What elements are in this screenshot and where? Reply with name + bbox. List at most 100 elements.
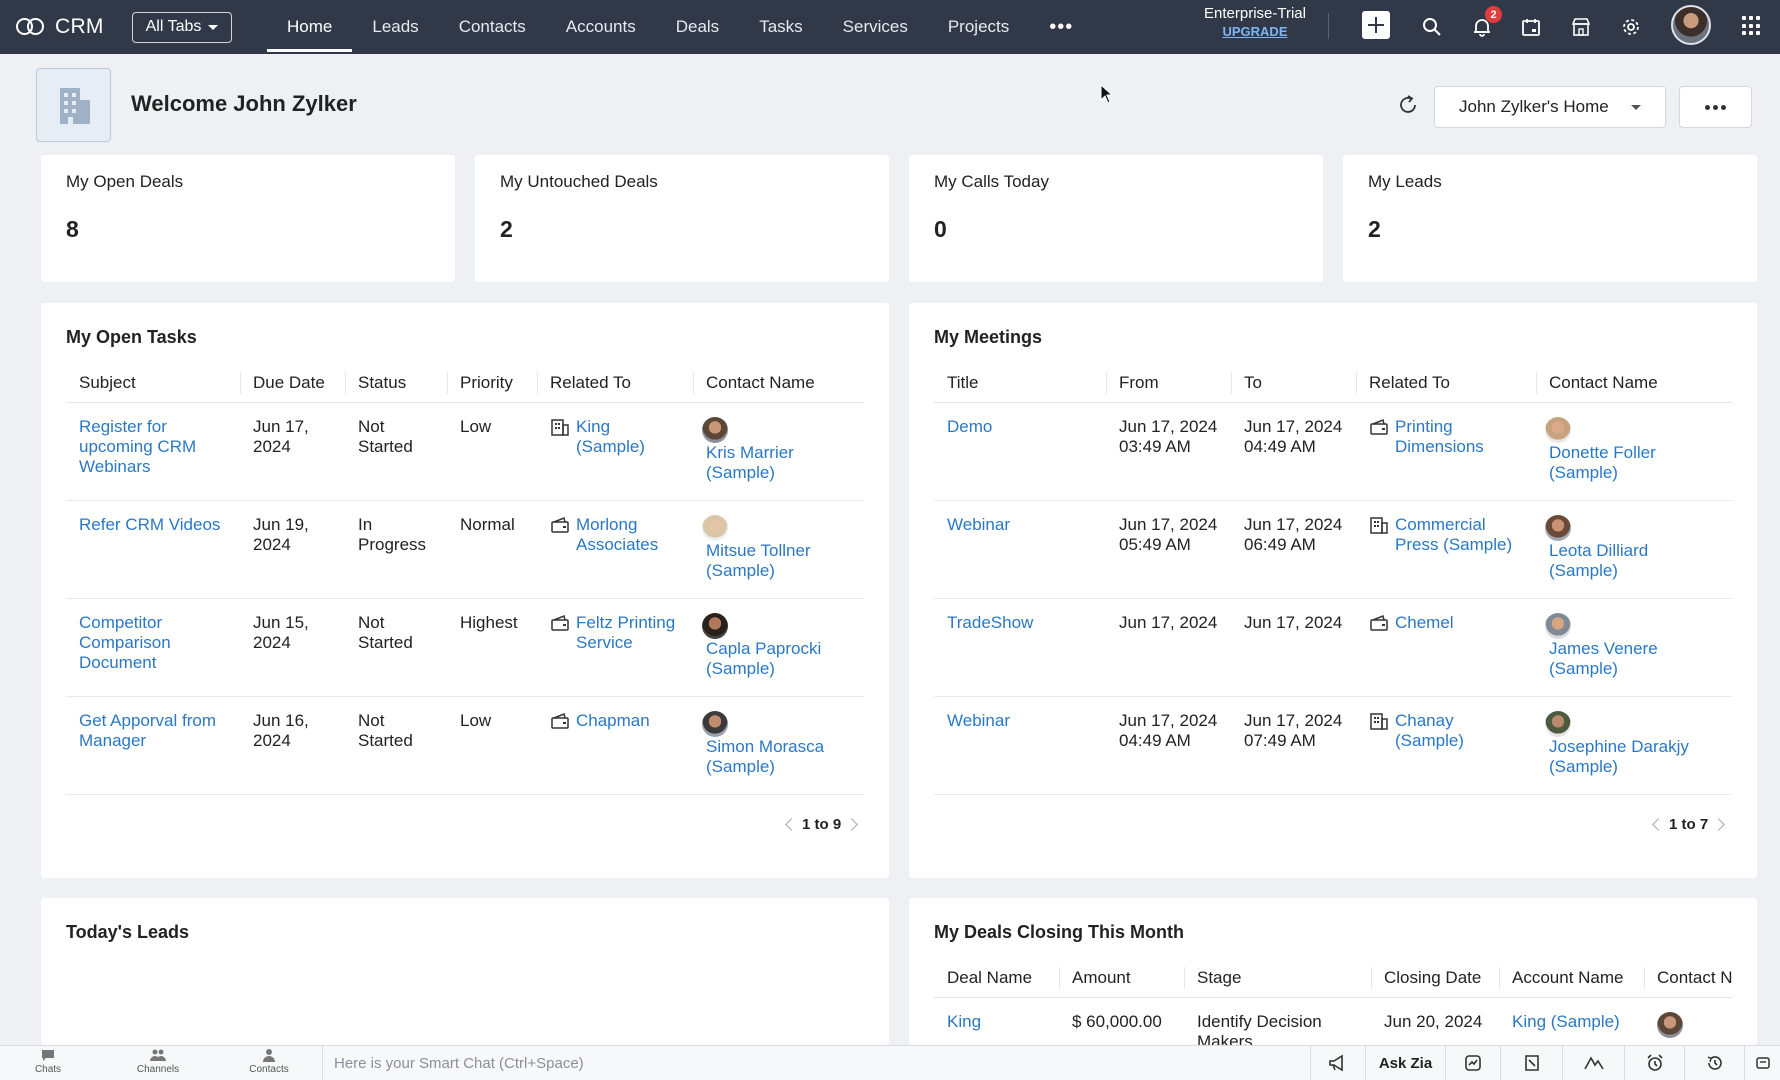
related-to-link[interactable]: Morlong Associates <box>576 514 659 554</box>
contact-name-link[interactable]: Donette Foller (Sample) <box>1549 442 1656 482</box>
column-header[interactable]: Contact N <box>1644 959 1732 998</box>
nav-services[interactable]: Services <box>842 17 908 36</box>
task-due-date: Jun 19, 2024 <box>240 500 345 599</box>
deal-name-link[interactable]: King <box>947 1011 982 1031</box>
column-header[interactable]: Contact Name <box>693 364 864 403</box>
feedback-icon[interactable] <box>1744 1046 1780 1080</box>
meeting-to: Jun 17, 2024 07:49 AM <box>1231 696 1356 795</box>
recent-history-icon[interactable] <box>1684 1046 1744 1080</box>
column-header[interactable]: Related To <box>537 364 693 403</box>
nav-contacts[interactable]: Contacts <box>458 17 526 36</box>
column-header[interactable]: Subject <box>66 364 240 403</box>
notifications-icon[interactable]: 2 <box>1467 6 1502 42</box>
bottom-bar: Chats Channels Contacts Here is your Sma… <box>0 1045 1780 1080</box>
kpi-card-open-deals[interactable]: My Open Deals 8 <box>41 155 455 282</box>
home-view-select[interactable]: John Zylker's Home <box>1434 86 1666 128</box>
task-priority: Normal <box>447 500 537 599</box>
marketplace-icon[interactable] <box>1566 12 1596 42</box>
nav-tasks[interactable]: Tasks <box>759 17 803 36</box>
main-nav: Home Leads Contacts Accounts Deals Tasks… <box>267 0 1093 54</box>
column-header[interactable]: Related To <box>1356 364 1536 403</box>
search-icon[interactable] <box>1417 12 1447 42</box>
task-subject-link[interactable]: Competitor Comparison Document <box>79 612 171 672</box>
task-subject-link[interactable]: Register for upcoming CRM Webinars <box>79 416 197 476</box>
contacts-button[interactable]: Contacts <box>239 1048 299 1075</box>
create-new-icon[interactable] <box>1362 11 1390 39</box>
column-header[interactable]: Due Date <box>240 364 345 403</box>
column-header[interactable]: Amount <box>1059 959 1184 998</box>
column-header[interactable]: Deal Name <box>934 959 1059 998</box>
related-to-link[interactable]: Chemel <box>1395 612 1454 632</box>
kpi-value: 2 <box>500 216 513 242</box>
account-name-link[interactable]: King (Sample) <box>1512 1011 1620 1031</box>
column-header[interactable]: Title <box>934 364 1106 403</box>
apps-grid-icon[interactable] <box>1742 16 1762 36</box>
related-to-link[interactable]: Chanay (Sample) <box>1395 710 1464 750</box>
column-header[interactable]: Status <box>345 364 447 403</box>
related-to-link[interactable]: Feltz Printing Service <box>576 612 676 652</box>
table-row: King $ 60,000.00 Identify Decision Maker… <box>934 997 1732 1045</box>
meeting-title-link[interactable]: TradeShow <box>947 612 1034 632</box>
column-header[interactable]: Stage <box>1184 959 1371 998</box>
task-status: Not Started <box>345 598 447 697</box>
task-subject-link[interactable]: Refer CRM Videos <box>79 514 221 534</box>
column-header[interactable]: Closing Date <box>1371 959 1499 998</box>
settings-gear-icon[interactable] <box>1616 12 1646 42</box>
calendar-icon[interactable] <box>1516 12 1546 42</box>
nav-projects[interactable]: Projects <box>947 17 1010 36</box>
ask-zia-button[interactable]: Ask Zia <box>1365 1046 1445 1080</box>
nav-accounts[interactable]: Accounts <box>565 17 636 36</box>
contact-name-link[interactable]: Simon Morasca (Sample) <box>706 736 825 776</box>
meeting-title-link[interactable]: Webinar <box>947 710 1010 730</box>
refresh-icon[interactable] <box>1397 94 1421 118</box>
nav-home[interactable]: Home <box>267 0 353 54</box>
upgrade-link[interactable]: UPGRADE <box>1222 24 1288 39</box>
user-avatar[interactable] <box>1671 5 1711 45</box>
contact-avatar <box>1545 514 1571 541</box>
notes-icon[interactable] <box>1500 1046 1562 1080</box>
contact-name-link[interactable]: Capla Paprocki (Sample) <box>706 638 822 678</box>
alarm-clock-icon[interactable] <box>1624 1046 1684 1080</box>
deal-icon <box>551 516 569 533</box>
zia-signals-icon[interactable] <box>1562 1046 1624 1080</box>
previous-page-icon[interactable] <box>785 818 798 831</box>
announcements-icon[interactable] <box>1310 1046 1365 1080</box>
crm-logo[interactable]: CRM <box>16 15 116 39</box>
organization-logo-icon[interactable] <box>36 68 111 142</box>
column-header[interactable]: To <box>1231 364 1356 403</box>
column-header[interactable]: Priority <box>447 364 537 403</box>
nav-deals[interactable]: Deals <box>675 17 720 36</box>
contact-name-link[interactable]: Josephine Darakjy (Sample) <box>1549 736 1689 776</box>
smart-chat-input[interactable]: Here is your Smart Chat (Ctrl+Space) <box>322 1046 1310 1080</box>
related-to-link[interactable]: King (Sample) <box>576 416 645 456</box>
contact-name-link[interactable]: Mitsue Tollner (Sample) <box>706 540 811 580</box>
contact-name-link[interactable]: Leota Dilliard (Sample) <box>1549 540 1649 580</box>
contact-avatar[interactable] <box>1657 1011 1683 1038</box>
app-name: CRM <box>55 15 104 38</box>
previous-page-icon[interactable] <box>1652 818 1665 831</box>
all-tabs-dropdown[interactable]: All Tabs <box>132 11 232 43</box>
chats-label: Chats <box>34 1064 62 1075</box>
column-header[interactable]: Contact Name <box>1536 364 1732 403</box>
channels-button[interactable]: Channels <box>128 1048 188 1075</box>
more-tabs-icon[interactable]: ••• <box>1049 15 1074 38</box>
more-options-button[interactable] <box>1679 86 1752 128</box>
contact-name-link[interactable]: James Venere (Sample) <box>1549 638 1658 678</box>
contact-name-link[interactable]: Kris Marrier (Sample) <box>706 442 794 482</box>
next-page-icon[interactable] <box>845 818 859 831</box>
related-to-link[interactable]: Printing Dimensions <box>1395 416 1484 456</box>
kpi-card-calls-today[interactable]: My Calls Today 0 <box>909 155 1323 282</box>
task-subject-link[interactable]: Get Apporval from Manager <box>79 710 217 750</box>
related-to-link[interactable]: Commercial Press (Sample) <box>1395 514 1513 554</box>
next-page-icon[interactable] <box>1712 818 1726 831</box>
related-to-link[interactable]: Chapman <box>576 710 650 730</box>
analytics-icon[interactable] <box>1445 1046 1500 1080</box>
chats-button[interactable]: Chats <box>18 1048 78 1075</box>
kpi-card-my-leads[interactable]: My Leads 2 <box>1343 155 1757 282</box>
meeting-title-link[interactable]: Webinar <box>947 514 1010 534</box>
meeting-title-link[interactable]: Demo <box>947 416 993 436</box>
column-header[interactable]: Account Name <box>1499 959 1644 998</box>
column-header[interactable]: From <box>1106 364 1231 403</box>
kpi-card-untouched-deals[interactable]: My Untouched Deals 2 <box>475 155 889 282</box>
nav-leads[interactable]: Leads <box>372 17 419 36</box>
